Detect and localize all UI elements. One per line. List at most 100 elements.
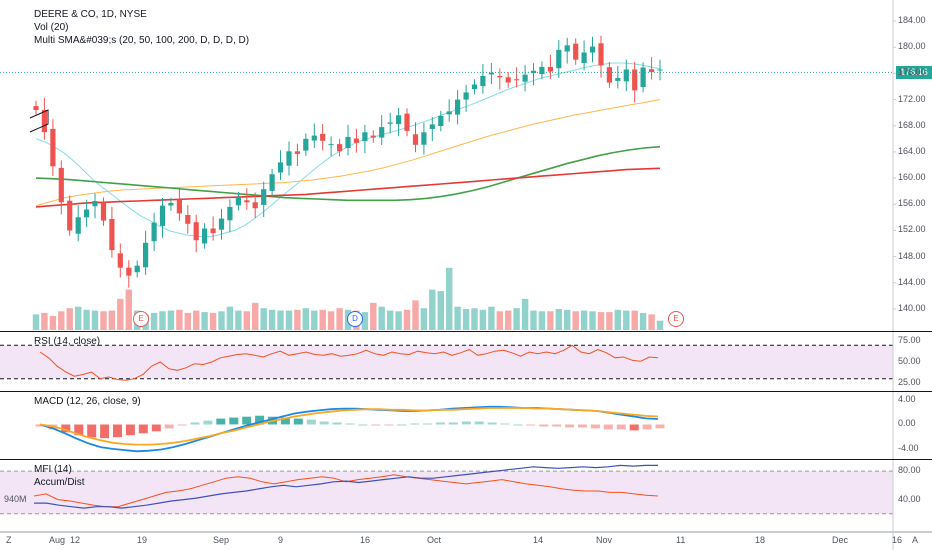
macd-chart[interactable] (0, 392, 932, 460)
volume-bar (294, 309, 301, 330)
volume-bar (462, 309, 470, 330)
candle-body (303, 138, 309, 151)
macd-histogram-bar (255, 415, 265, 425)
macd-histogram-bar (461, 421, 471, 425)
volume-bar (572, 311, 579, 330)
macd-histogram-bar (203, 420, 213, 425)
volume-bar (403, 309, 411, 330)
macd-histogram-bar (61, 424, 71, 433)
volume-bar (564, 309, 571, 330)
candle-body (75, 217, 81, 234)
candle-body (185, 215, 191, 224)
volume-bar (639, 312, 647, 330)
macd-pane[interactable]: MACD (12, 26, close, 9) 4.00 0.00 -4.00 (0, 392, 932, 460)
macd-histogram-bar (397, 424, 407, 426)
candle-body (261, 189, 267, 205)
price-pane[interactable]: DEERE & CO, 1D, NYSE Vol (20) Multi SMA&… (0, 0, 932, 332)
volume-bar (454, 306, 461, 330)
macd-histogram-bar (216, 418, 226, 425)
candle-body (387, 122, 393, 124)
volume-bar (387, 310, 394, 330)
drawing-mark (29, 109, 49, 133)
candle-body (455, 99, 461, 115)
macd-histogram-bar (642, 424, 652, 430)
candle-body (337, 144, 343, 152)
candle-body (286, 151, 292, 166)
accum-dist-label[interactable]: Accum/Dist (34, 477, 85, 488)
mfi-pane[interactable]: MFI (14) Accum/Dist 940M 80.00 40.00 (0, 460, 932, 532)
volume-bar (656, 320, 664, 330)
candle-body (244, 200, 250, 203)
price-tick-label: 152.00 (898, 224, 926, 235)
time-tick-label: Dec (832, 535, 849, 545)
last-price-flag: 176.16 (896, 65, 932, 79)
volume-bar (496, 311, 503, 330)
sma-indicator-label[interactable]: Multi SMA&#039;s (20, 50, 100, 200, D, D… (34, 35, 250, 46)
mfi-chart[interactable] (0, 460, 932, 532)
macd-histogram-bar (242, 416, 252, 425)
candle-body (227, 206, 233, 221)
candle-body (421, 132, 427, 145)
volume-bar (429, 289, 436, 330)
candle-body (143, 242, 149, 268)
macd-histogram-bar (526, 424, 536, 426)
price-chart[interactable] (0, 0, 932, 332)
candle-body (429, 124, 435, 129)
volume-bar (302, 308, 309, 330)
timezone-corner[interactable]: Z (6, 535, 12, 545)
volume-bar (218, 311, 225, 330)
macd-histogram-bar (319, 421, 329, 425)
volume-indicator-label[interactable]: Vol (20) (34, 22, 69, 33)
macd-histogram-bar (487, 422, 497, 425)
price-tick-label: 148.00 (898, 250, 926, 261)
earnings-marker[interactable]: E (133, 311, 149, 327)
volume-bar (327, 311, 335, 330)
macd-histogram-bar (345, 423, 355, 425)
macd-histogram-bar (578, 424, 587, 428)
rsi-pane[interactable]: RSI (14, close) 75.00 50.00 25.00 (0, 332, 932, 392)
candle-body (623, 69, 629, 82)
candle-body (649, 69, 655, 73)
macd-histogram-bar (87, 424, 97, 438)
price-tick-label: 172.00 (898, 93, 926, 104)
candle-body (412, 134, 419, 145)
volume-bar (614, 309, 621, 330)
candle-body (505, 77, 511, 83)
macd-histogram-bar (177, 424, 187, 426)
candle-body (438, 115, 444, 126)
volume-bar (226, 306, 234, 330)
candle-body (606, 67, 612, 83)
candle-body (573, 43, 579, 60)
macd-histogram-bar (280, 417, 290, 425)
time-axis[interactable]: Z A Aug 12 19 Sep 9 16 Oct 14 Nov 11 18 Dec 16 (0, 532, 932, 550)
candle-body (235, 197, 241, 206)
volume-bar (252, 302, 259, 330)
volume-bar (395, 311, 402, 330)
auto-scale-button[interactable]: A (912, 535, 919, 545)
candle-body (109, 219, 115, 251)
macd-histogram-bar (500, 423, 510, 425)
earnings-marker[interactable]: E (668, 311, 684, 327)
macd-histogram-bar (164, 424, 174, 429)
candle-body (522, 74, 528, 82)
mfi-label[interactable]: MFI (14) (34, 464, 72, 475)
candle-body (41, 110, 47, 133)
volume-bar (538, 311, 546, 330)
macd-label[interactable]: MACD (12, 26, close, 9) (34, 396, 141, 407)
macd-histogram-bar (629, 424, 639, 431)
macd-histogram-bar (229, 417, 239, 425)
rsi-chart[interactable] (0, 332, 932, 392)
candle-body (556, 49, 562, 69)
dividend-marker[interactable]: D (347, 311, 363, 327)
symbol-title[interactable]: DEERE & CO, 1D, NYSE (34, 9, 147, 20)
volume-bar (58, 311, 65, 330)
volume-bar (193, 310, 200, 330)
volume-bar (75, 306, 82, 330)
volume-bar (184, 312, 191, 330)
volume-bar (606, 312, 613, 330)
rsi-label[interactable]: RSI (14, close) (34, 336, 101, 347)
candle-body (159, 205, 166, 226)
price-tick-label: 160.00 (898, 172, 926, 183)
volume-bar (235, 310, 242, 330)
volume-bar (159, 311, 166, 330)
